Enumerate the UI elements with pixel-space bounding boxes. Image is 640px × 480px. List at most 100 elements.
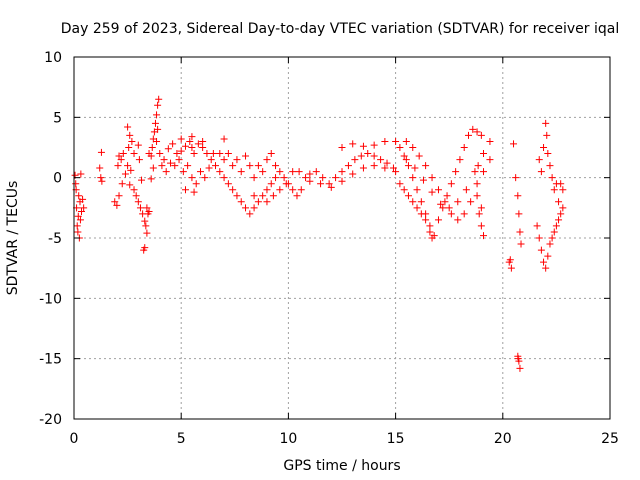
data-point	[559, 204, 567, 212]
data-point	[72, 180, 80, 188]
data-point	[409, 144, 417, 151]
data-point	[79, 195, 87, 203]
data-point	[396, 180, 404, 188]
data-point	[443, 192, 451, 200]
data-point	[115, 152, 123, 160]
data-point	[383, 159, 391, 167]
x-axis-label: GPS time / hours	[283, 458, 400, 474]
data-point	[486, 156, 494, 164]
data-point	[392, 168, 400, 176]
x-tick-label: 20	[494, 431, 512, 447]
chart-title: Day 259 of 2023, Sidereal Day-to-day VTE…	[61, 21, 619, 37]
data-point	[237, 198, 245, 206]
data-point	[506, 256, 514, 264]
data-point	[317, 180, 325, 188]
y-tick-labels: -20 -15 -10 -5 0 5 10	[39, 50, 62, 428]
data-point	[550, 228, 558, 236]
data-point	[338, 177, 346, 185]
data-point	[237, 168, 245, 176]
data-point	[216, 168, 224, 176]
data-point	[207, 156, 215, 164]
data-point	[557, 180, 565, 188]
data-point	[80, 204, 88, 212]
data-point	[121, 170, 129, 178]
data-point	[267, 150, 275, 158]
x-tick-label: 15	[387, 431, 405, 447]
data-point	[533, 222, 541, 230]
y-tick-label: 0	[53, 171, 62, 187]
data-point	[402, 137, 410, 145]
data-point	[302, 174, 310, 182]
data-point	[201, 174, 209, 182]
y-tick-label: -10	[39, 291, 62, 307]
data-point	[224, 180, 232, 188]
data-point	[454, 216, 462, 224]
data-point	[160, 156, 168, 164]
data-point	[550, 186, 558, 194]
data-point	[559, 186, 567, 194]
data-point	[411, 164, 419, 172]
data-point	[377, 156, 385, 164]
data-point	[447, 210, 455, 218]
data-point	[136, 204, 144, 212]
data-point	[229, 186, 237, 194]
data-point	[555, 216, 563, 224]
data-point	[242, 204, 250, 212]
data-point	[166, 159, 174, 167]
data-point	[76, 216, 84, 224]
data-point	[404, 162, 412, 170]
data-point	[263, 156, 271, 164]
data-point	[289, 186, 297, 194]
data-point	[447, 180, 455, 188]
data-point	[306, 170, 314, 178]
data-point	[127, 166, 135, 174]
y-tick-label: -15	[39, 352, 62, 368]
data-point	[471, 168, 479, 176]
data-point	[115, 192, 123, 200]
data-point	[544, 252, 552, 260]
data-point	[118, 180, 126, 188]
data-point	[413, 204, 421, 212]
data-point	[464, 131, 472, 139]
data-point	[351, 156, 359, 164]
data-point	[184, 162, 192, 170]
data-point	[250, 174, 258, 182]
data-point	[97, 174, 105, 182]
data-point	[119, 150, 127, 158]
data-point	[473, 180, 481, 188]
data-point	[460, 210, 468, 218]
data-point	[480, 232, 488, 240]
data-point	[134, 198, 142, 206]
data-point	[325, 180, 333, 188]
data-point	[422, 162, 430, 170]
data-point	[359, 142, 367, 150]
data-point	[437, 200, 445, 208]
data-point	[544, 150, 552, 158]
data-point	[475, 210, 483, 218]
data-point	[254, 198, 262, 206]
data-point	[477, 204, 485, 212]
data-point	[480, 150, 488, 158]
data-point	[158, 162, 166, 170]
data-point	[409, 198, 417, 206]
data-point	[145, 207, 153, 215]
axis-ticks	[73, 56, 611, 420]
data-point	[181, 186, 189, 194]
data-point	[517, 240, 525, 248]
data-point	[400, 152, 408, 160]
data-point	[370, 141, 378, 149]
data-point	[477, 131, 485, 139]
data-point	[289, 168, 297, 176]
data-point	[130, 150, 138, 158]
data-point	[392, 137, 400, 145]
data-point	[162, 168, 170, 176]
data-point	[179, 168, 187, 176]
data-point	[454, 198, 462, 206]
data-point	[199, 144, 207, 151]
data-point	[426, 222, 434, 230]
data-point	[124, 162, 132, 170]
data-point	[555, 198, 563, 206]
y-tick-label: -5	[48, 231, 62, 247]
data-point	[349, 140, 357, 148]
data-point	[359, 164, 367, 172]
